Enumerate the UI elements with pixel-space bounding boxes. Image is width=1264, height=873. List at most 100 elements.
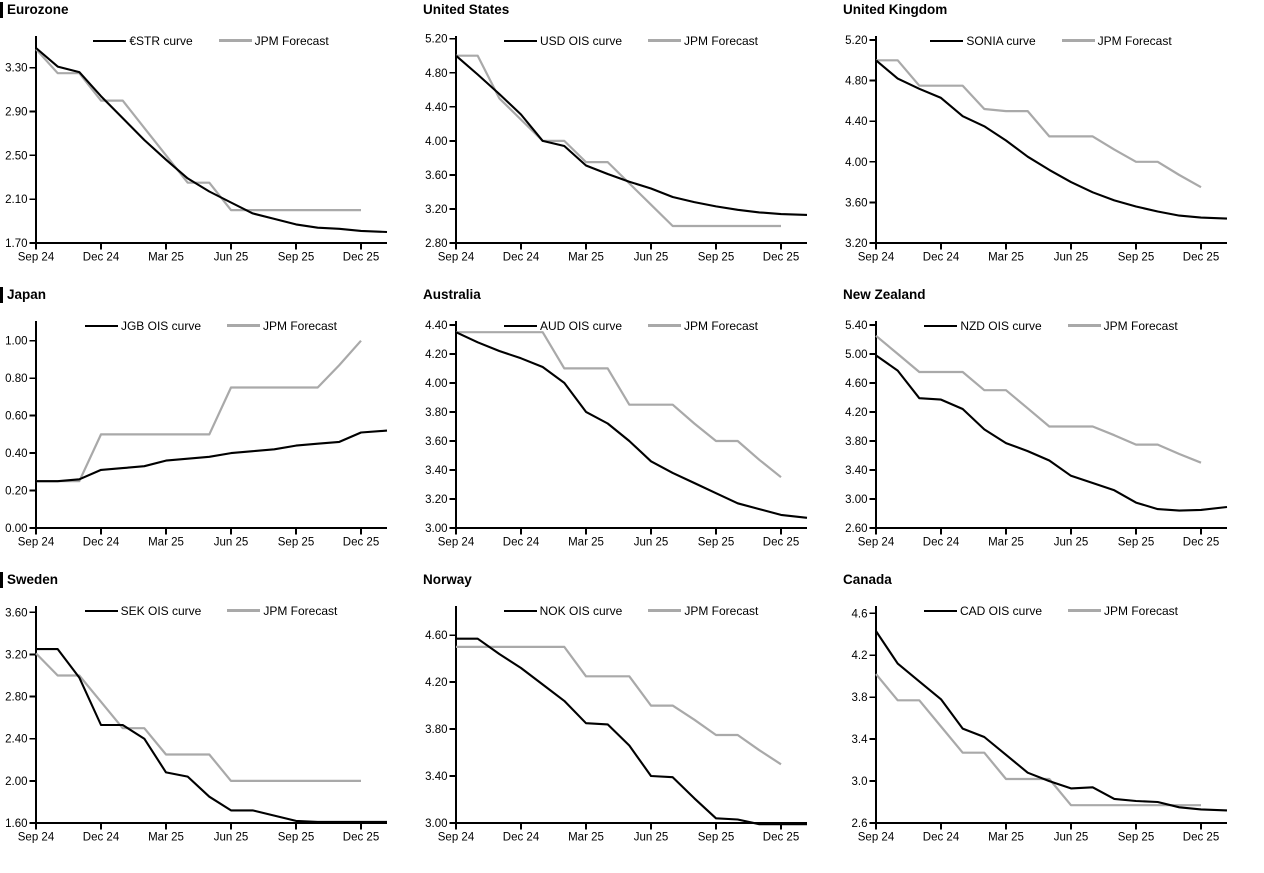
forecast-line-swatch [1061, 39, 1095, 42]
y-tick-label: 0.20 [5, 486, 27, 498]
legend-item-forecast: JPM Forecast [1067, 318, 1178, 333]
ois-curve-line [455, 54, 808, 216]
legend-item-ois: CAD OIS curve [923, 603, 1042, 618]
ois-curve-line [35, 47, 388, 234]
forecast-line [875, 673, 1201, 807]
x-tick-label: Sep 24 [858, 537, 895, 549]
y-tick-label: 4.2 [852, 650, 868, 662]
legend-item-ois: NOK OIS curve [503, 603, 623, 618]
x-tick-label: Sep 24 [18, 252, 55, 264]
chart-legend: NZD OIS curve JPM Forecast [876, 318, 1226, 333]
y-tick-label: 0.00 [5, 523, 27, 535]
chart-title: Canada [843, 572, 892, 587]
y-tick-label: 3.20 [845, 238, 867, 250]
y-tick-label: 1.70 [5, 238, 27, 250]
forecast-line [456, 331, 782, 479]
x-tick-label: Sep 25 [278, 537, 314, 549]
x-tick-label: Sep 24 [18, 832, 55, 844]
legend-item-forecast: JPM Forecast [227, 603, 337, 618]
x-tick-label: Sep 24 [438, 832, 475, 844]
x-tick-label: Jun 25 [214, 537, 249, 549]
ois-legend-label: NOK OIS curve [539, 603, 623, 618]
chart-canvas: 5.40 5.00 4.60 4.20 3.80 3.40 3.00 2.60 Sep 24 De… [845, 320, 1228, 549]
y-tick-label: 3.60 [425, 436, 447, 448]
x-tick-label: Mar 25 [988, 832, 1024, 844]
y-tick-label: 3.00 [425, 523, 447, 535]
x-tick-label: Sep 25 [1118, 252, 1154, 264]
y-tick-label: 4.20 [845, 407, 867, 419]
forecast-line [456, 645, 782, 766]
x-tick-label: Sep 25 [278, 832, 314, 844]
ois-line-swatch [930, 39, 964, 42]
forecast-legend-label: JPM Forecast [1103, 318, 1178, 333]
y-tick-label: 4.60 [425, 630, 447, 642]
y-tick-label: 2.60 [845, 523, 867, 535]
chart-title: Japan [7, 287, 47, 302]
chart-canvas: 5.20 4.80 4.40 4.00 3.60 3.20 2.80 Sep 24 Dec 24… [425, 34, 808, 264]
y-tick-label: 1.60 [5, 818, 27, 830]
x-tick-label: Mar 25 [148, 252, 184, 264]
legend-item-forecast: JPM Forecast [1061, 33, 1172, 48]
x-tick-label: Dec 24 [83, 832, 120, 844]
x-tick-label: Dec 25 [343, 537, 379, 549]
x-tick-label: Dec 25 [763, 537, 799, 549]
ois-curve-line [875, 630, 1228, 812]
x-tick-label: Jun 25 [214, 252, 249, 264]
ois-line-swatch [84, 609, 118, 612]
legend-item-ois: USD OIS curve [503, 33, 622, 48]
x-tick-label: Mar 25 [148, 832, 184, 844]
y-tick-label: 3.60 [425, 170, 447, 182]
x-tick-label: Sep 24 [858, 832, 895, 844]
y-tick-label: 3.4 [852, 734, 869, 746]
chart-header: New Zealand [843, 286, 926, 304]
chart-title: United Kingdom [843, 2, 948, 17]
forecast-line [35, 48, 361, 212]
chart-title: Norway [423, 572, 472, 587]
ois-line-swatch [93, 39, 127, 42]
y-tick-label: 1.00 [5, 336, 27, 348]
y-tick-label: 4.20 [425, 349, 447, 361]
x-tick-label: Dec 24 [83, 537, 120, 549]
ois-line-swatch [503, 39, 537, 42]
y-tick-label: 4.80 [845, 76, 867, 88]
forecast-line-swatch [1068, 609, 1101, 612]
chart-legend: JGB OIS curve JPM Forecast [36, 318, 386, 333]
chart-legend: AUD OIS curve JPM Forecast [456, 318, 806, 333]
ois-line-swatch [503, 609, 537, 612]
chart-legend: SONIA curve JPM Forecast [876, 33, 1226, 48]
y-tick-label: 3.80 [845, 436, 867, 448]
y-tick-label: 3.30 [5, 63, 27, 75]
forecast-legend-label: JPM Forecast [684, 318, 759, 333]
y-tick-label: 5.00 [845, 349, 867, 361]
legend-item-ois: SEK OIS curve [84, 603, 201, 618]
chart-header: Canada [843, 571, 892, 589]
forecast-legend-label: JPM Forecast [684, 603, 759, 618]
forecast-line-swatch [648, 324, 681, 327]
y-tick-label: 3.60 [845, 197, 867, 209]
x-tick-label: Dec 25 [343, 252, 379, 264]
forecast-line-swatch [648, 609, 682, 612]
ois-legend-label: SONIA curve [966, 33, 1036, 48]
x-tick-label: Sep 24 [438, 537, 475, 549]
ois-legend-label: USD OIS curve [539, 33, 622, 48]
y-tick-label: 0.60 [5, 411, 27, 423]
y-tick-label: 5.40 [845, 320, 867, 332]
y-tick-label: 3.0 [852, 776, 868, 788]
chart-title: Sweden [7, 572, 59, 587]
chart-canvas: 3.30 2.90 2.50 2.10 1.70 Sep 24 Dec 24 Mar 25 Ju… [5, 36, 388, 264]
y-tick-label: 5.20 [425, 34, 447, 46]
forecast-line [876, 59, 1202, 189]
legend-item-forecast: JPM Forecast [648, 603, 758, 618]
y-tick-label: 3.00 [425, 818, 447, 830]
x-tick-label: Dec 25 [1183, 537, 1219, 549]
y-tick-label: 4.00 [845, 157, 867, 169]
y-tick-label: 5.20 [845, 35, 867, 47]
chart-legend: CAD OIS curve JPM Forecast [876, 603, 1226, 618]
x-tick-label: Dec 25 [763, 252, 799, 264]
y-tick-label: 3.60 [5, 607, 27, 619]
forecast-line [456, 54, 781, 228]
chart-united-states: United States 5.20 4.80 4.40 4.00 3.60 3.20 2.… [420, 0, 840, 285]
chart-united-kingdom: United Kingdom 5.20 4.80 4.40 4.00 3.60 3.20 S… [840, 0, 1264, 285]
chart-canvas: 4.6 4.2 3.8 3.4 3.0 2.6 Sep 24 Dec 24 Mar 25 Jun … [852, 606, 1228, 844]
x-tick-label: Dec 25 [763, 832, 799, 844]
